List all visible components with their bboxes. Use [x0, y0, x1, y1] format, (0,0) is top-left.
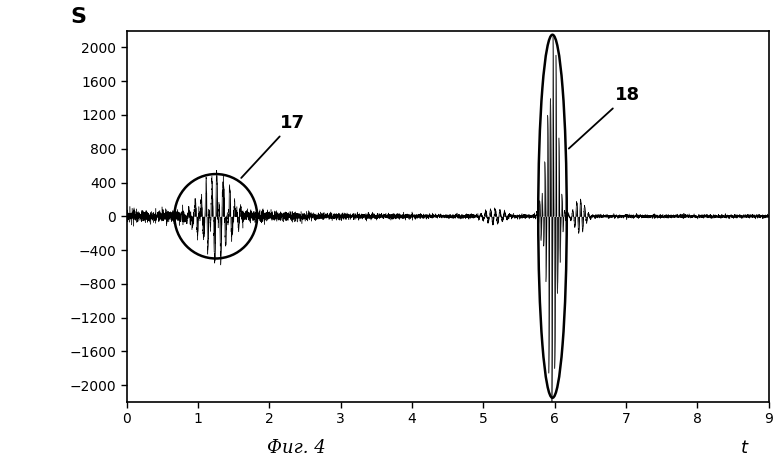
Text: 17: 17 [241, 114, 305, 178]
Text: Фиг. 4: Фиг. 4 [267, 439, 326, 457]
Text: 18: 18 [569, 86, 640, 149]
Text: t: t [741, 439, 748, 457]
Text: S: S [70, 7, 87, 27]
